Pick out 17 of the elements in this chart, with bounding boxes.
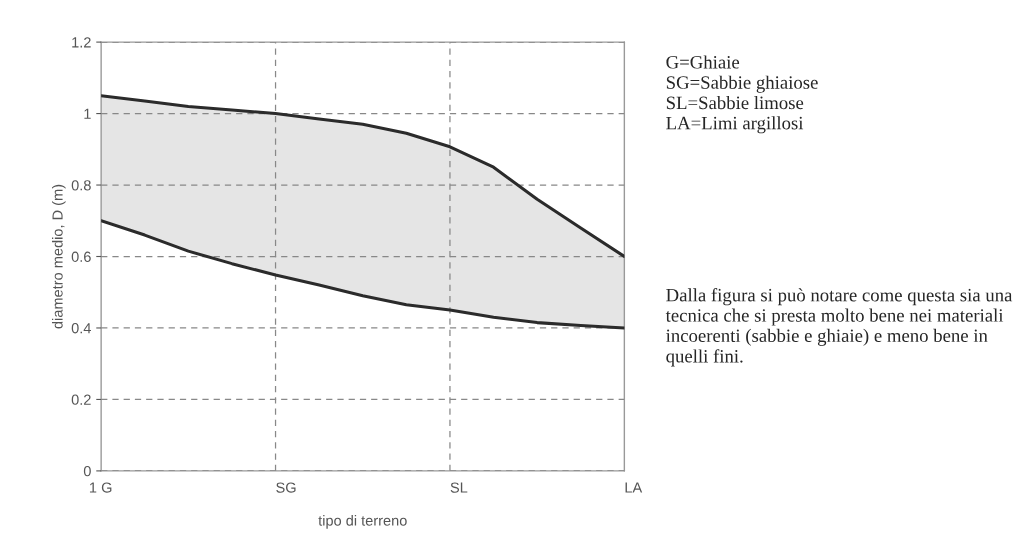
y-tick-label: 0.4	[71, 323, 91, 334]
line-series	[101, 94, 625, 259]
x-tick-label: LA	[625, 482, 643, 493]
y-tick-label: 0	[83, 466, 91, 477]
y-tick-label: 0.8	[71, 180, 91, 191]
y-tick-label: 1	[84, 108, 91, 119]
x-tick-label: SG	[276, 482, 296, 493]
text: G=Ghiaie SG=Sabbie ghiaiose SL=Sabbie limose LA=Limi argillosi	[666, 55, 818, 134]
line-series	[101, 219, 625, 330]
text: Dalla figura si può notare come questa sia una tecnica che si presta molto bene nei materiali incoerenti (sabbie e ghiaie) e meno bene in quelli fini.	[665, 288, 1013, 367]
x-tick-label: G	[101, 482, 112, 493]
y-tick-label: 0.2	[71, 394, 91, 405]
y-axis-title: diametro medio, D (m)	[51, 184, 66, 329]
y-tick-label: 1.2	[72, 37, 91, 48]
y-tick-label: 0.6	[71, 251, 91, 262]
x-tick-label: SL	[450, 482, 468, 493]
x-axis-title: tipo di terreno	[318, 515, 407, 529]
